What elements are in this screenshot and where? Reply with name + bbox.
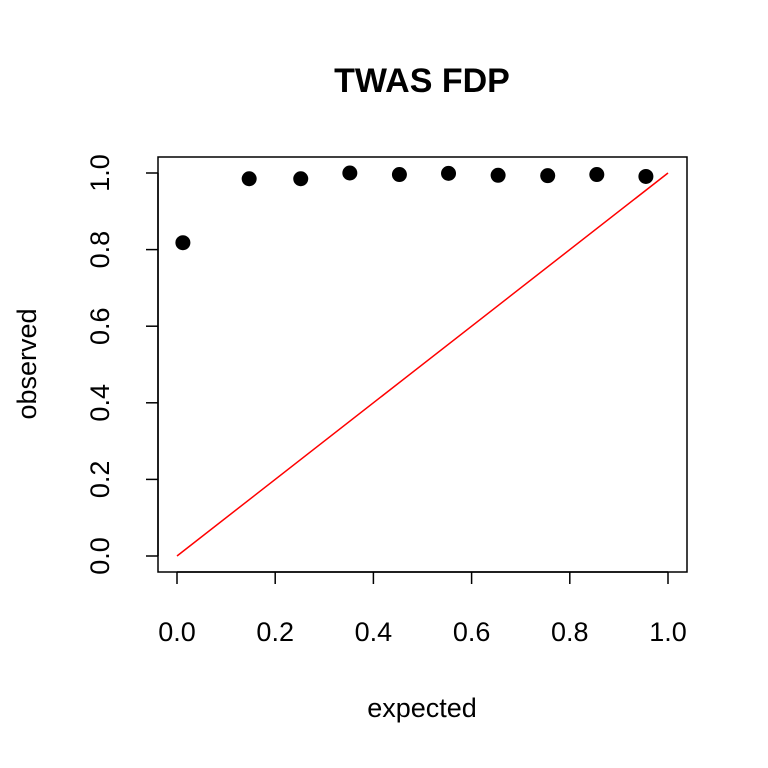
data-point (638, 168, 654, 184)
y-tick-label: 0.4 (85, 384, 115, 422)
data-point (490, 167, 506, 183)
x-axis-label: expected (367, 693, 477, 723)
y-tick-label: 0.0 (85, 537, 115, 575)
x-tick-label: 0.0 (158, 617, 196, 647)
data-point (342, 165, 358, 181)
y-axis-label: observed (12, 308, 42, 419)
data-point (175, 235, 191, 251)
x-tick-label: 0.4 (355, 617, 393, 647)
x-tick-label: 0.8 (551, 617, 589, 647)
identity-reference-line (176, 172, 669, 557)
data-point (293, 171, 309, 187)
x-tick-label: 1.0 (649, 617, 687, 647)
y-tick-label: 0.8 (85, 231, 115, 269)
chart-title: TWAS FDP (334, 62, 510, 100)
y-tick-label: 0.6 (85, 307, 115, 345)
x-tick-label: 0.6 (453, 617, 491, 647)
y-tick-label: 0.2 (85, 461, 115, 499)
data-point (540, 168, 556, 184)
data-point (391, 167, 407, 183)
data-point (441, 165, 457, 181)
x-axis: 0.0 0.2 0.4 0.6 0.8 1.0 (158, 571, 687, 647)
y-tick-label: 1.0 (85, 154, 115, 192)
x-tick-label: 0.2 (256, 617, 294, 647)
data-point (241, 171, 257, 187)
y-axis: 0.0 0.2 0.4 0.6 0.8 1.0 (85, 154, 159, 575)
data-point (589, 167, 605, 183)
scatter-points (175, 165, 654, 251)
